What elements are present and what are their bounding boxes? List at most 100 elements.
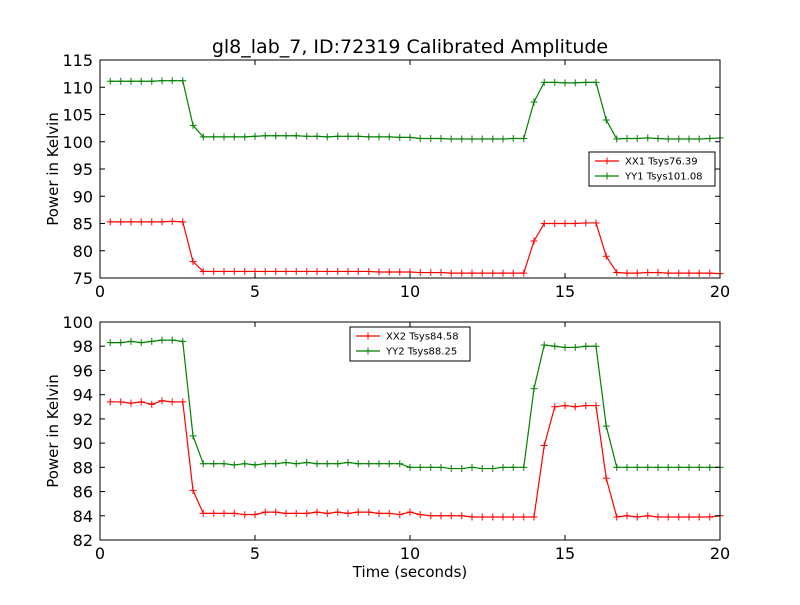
data-point: [675, 135, 683, 143]
data-point: [303, 458, 311, 466]
data-point: [654, 513, 662, 521]
data-point: [106, 218, 114, 226]
data-point: [199, 267, 207, 275]
data-point: [509, 134, 517, 142]
data-point: [561, 79, 569, 87]
data-point: [509, 513, 517, 521]
data-point: [323, 267, 331, 275]
data-point: [695, 513, 703, 521]
data-point: [695, 135, 703, 143]
legend: XX2 Tsys84.58 YY2 Tsys88.25: [349, 326, 471, 362]
data-point: [582, 78, 590, 86]
plot-area-top: 0 5 10 15 20 75 80 85 90 95 100 105 110 115 XX1 Tsys76…: [62, 51, 730, 301]
x-axis-label: Time (seconds): [352, 563, 468, 581]
data-point: [530, 98, 538, 106]
data-point: [354, 267, 362, 275]
data-point: [416, 463, 424, 471]
data-point: [706, 463, 714, 471]
data-point: [551, 342, 559, 350]
data-point: [654, 134, 662, 142]
data-point: [354, 460, 362, 468]
data-point: [530, 237, 538, 245]
legend-label: YY2 Tsys88.25: [385, 347, 457, 358]
data-point: [230, 133, 238, 141]
data-point: [685, 135, 693, 143]
data-point: [375, 509, 383, 517]
data-point: [489, 513, 497, 521]
data-point: [437, 512, 445, 520]
data-point: [561, 343, 569, 351]
data-point: [158, 397, 166, 405]
data-point: [530, 385, 538, 393]
data-point: [272, 267, 280, 275]
data-point: [509, 463, 517, 471]
data-point: [396, 460, 404, 468]
data-point: [282, 458, 290, 466]
data-point: [437, 463, 445, 471]
data-point: [447, 465, 455, 473]
data-point: [633, 513, 641, 521]
data-point: [571, 79, 579, 87]
y-tick-label: 84: [73, 507, 93, 526]
y-tick-label: 98: [73, 337, 93, 356]
data-point: [158, 77, 166, 85]
data-point: [137, 77, 145, 85]
data-point: [613, 513, 621, 521]
data-point: [334, 460, 342, 468]
data-point: [468, 463, 476, 471]
y-tick-label: 100: [62, 313, 93, 332]
data-point: [168, 336, 176, 344]
data-point: [127, 337, 135, 345]
data-point: [117, 339, 125, 347]
data-point: [551, 403, 559, 411]
data-point: [199, 509, 207, 517]
data-point: [675, 513, 683, 521]
data-point: [664, 463, 672, 471]
y-tick-label: 82: [73, 531, 93, 550]
data-point: [437, 269, 445, 277]
x-tick-label: 20: [710, 544, 730, 563]
data-point: [127, 399, 135, 407]
data-point: [261, 267, 269, 275]
data-point: [179, 218, 187, 226]
legend-marker: [364, 347, 372, 355]
data-point: [158, 336, 166, 344]
data-point: [179, 337, 187, 345]
y-axis-label-bottom: Power in Kelvin: [44, 374, 62, 488]
data-point: [685, 269, 693, 277]
data-point: [375, 460, 383, 468]
legend-box: [349, 326, 471, 362]
data-point: [685, 513, 693, 521]
data-point: [427, 512, 435, 520]
data-point: [540, 220, 548, 227]
data-point: [561, 220, 569, 227]
data-point: [199, 133, 207, 141]
legend-marker: [364, 332, 372, 340]
data-point: [313, 132, 321, 140]
data-point: [468, 513, 476, 521]
data-point: [199, 460, 207, 468]
data-point: [520, 463, 528, 471]
data-point: [148, 218, 156, 226]
data-point: [210, 267, 218, 275]
data-point: [292, 267, 300, 275]
data-point: [334, 132, 342, 140]
data-point: [251, 132, 259, 140]
data-point: [623, 269, 631, 277]
data-point: [385, 509, 393, 517]
data-point: [685, 463, 693, 471]
y-tick-label: 96: [73, 361, 93, 380]
data-point: [344, 132, 352, 140]
data-point: [478, 465, 486, 473]
data-point: [396, 511, 404, 519]
data-point: [427, 463, 435, 471]
data-point: [602, 252, 610, 260]
data-point: [375, 133, 383, 141]
x-tick-label: 5: [250, 282, 260, 301]
data-point: [489, 135, 497, 143]
data-point: [148, 77, 156, 85]
data-point: [344, 267, 352, 275]
data-point: [561, 402, 569, 410]
